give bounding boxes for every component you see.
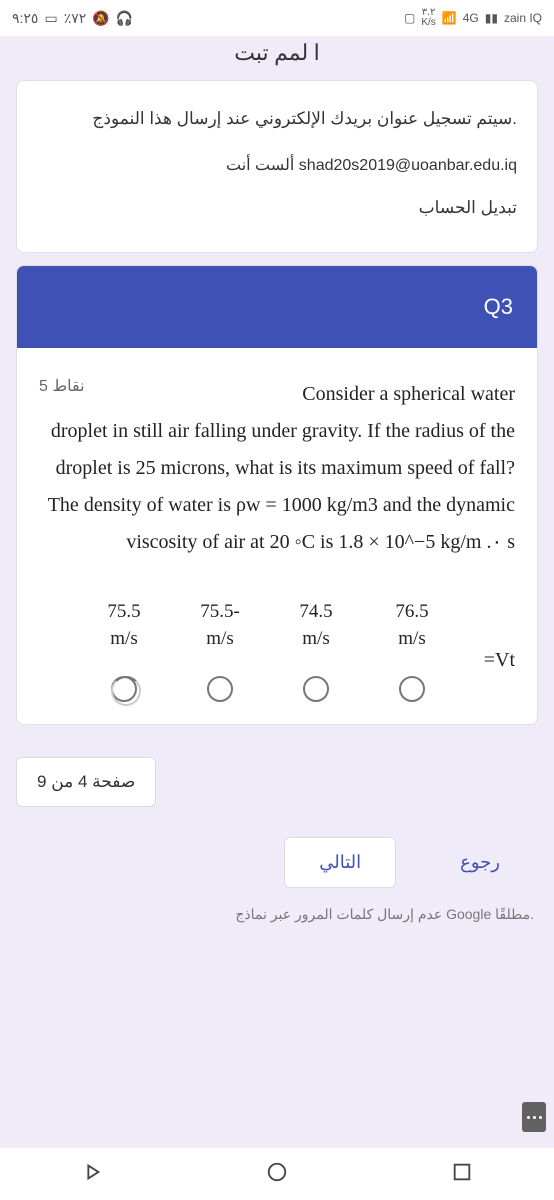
speed-unit: K/s — [421, 18, 435, 28]
option-3-value: 75.5- — [200, 599, 240, 626]
options-row: =Vt 76.5 m/s 74.5 m/s 75.5- m/s 75.5 m/s — [39, 599, 515, 702]
option-4: 75.5 m/s — [81, 599, 167, 702]
nav-home-icon[interactable] — [266, 1161, 288, 1188]
not-you-label: ألست أنت — [226, 157, 294, 174]
question-body: 5 نقاط Consider a spherical water drople… — [17, 348, 537, 724]
points-label: 5 نقاط — [39, 376, 85, 396]
question-title: Q3 — [17, 266, 537, 348]
nav-back-icon[interactable] — [81, 1161, 103, 1188]
nav-row: رجوع التالي — [0, 807, 554, 898]
carrier: zain IQ — [504, 11, 542, 25]
info-card: سيتم تسجيل عنوان بريدك الإلكتروني عند إر… — [16, 80, 538, 253]
option-4-radio[interactable] — [111, 676, 137, 702]
option-1-unit: m/s — [398, 626, 425, 653]
option-3-unit: m/s — [206, 626, 233, 653]
vibrate-pct: ٪٧٢ — [64, 10, 87, 27]
switch-account-link[interactable]: تبديل الحساب — [37, 192, 517, 224]
mute-icon: 🔕 — [92, 10, 109, 27]
option-2: 74.5 m/s — [273, 599, 359, 702]
partial-title: ا لمم تبت — [0, 36, 554, 68]
wifi-icon: 📶 — [442, 11, 457, 25]
status-right: ▢ ٣.٢ K/s 📶 4G ▮▮ zain IQ — [404, 8, 542, 28]
overflow-menu-icon[interactable] — [522, 1102, 546, 1132]
signal-bars-icon: ▮▮ — [485, 11, 498, 25]
option-1-value: 76.5 — [395, 599, 428, 626]
email-line: ألست أنت shad20s2019@uoanbar.edu.iq — [37, 151, 517, 181]
question-card: Q3 5 نقاط Consider a spherical water dro… — [16, 265, 538, 725]
headphone-icon: 🎧 — [116, 10, 133, 27]
option-2-value: 74.5 — [299, 599, 332, 626]
back-button[interactable]: رجوع — [426, 838, 534, 887]
question-text-first: Consider a spherical water — [105, 376, 515, 413]
time: ٩:٢٥ — [12, 10, 38, 27]
footer-text: عدم إرسال كلمات المرور عبر نماذج Google … — [0, 898, 554, 931]
signal-4g: 4G — [463, 11, 479, 25]
question-text-rest: droplet in still air falling under gravi… — [39, 413, 515, 561]
status-bar: ٩:٢٥ ▭ ٪٧٢ 🔕 🎧 ▢ ٣.٢ K/s 📶 4G ▮▮ zain IQ — [0, 0, 554, 36]
option-4-value: 75.5 — [107, 599, 140, 626]
option-1: 76.5 m/s — [369, 599, 455, 702]
option-1-radio[interactable] — [399, 676, 425, 702]
option-3-radio[interactable] — [207, 676, 233, 702]
status-left: ٩:٢٥ ▭ ٪٧٢ 🔕 🎧 — [12, 10, 133, 27]
option-4-unit: m/s — [110, 626, 137, 653]
option-2-radio[interactable] — [303, 676, 329, 702]
record-note: سيتم تسجيل عنوان بريدك الإلكتروني عند إر… — [37, 103, 517, 135]
android-nav-bar — [0, 1148, 554, 1200]
page-indicator: صفحة 4 من 9 — [16, 757, 156, 807]
option-3: 75.5- m/s — [177, 599, 263, 702]
option-2-unit: m/s — [302, 626, 329, 653]
camera-icon: ▢ — [404, 11, 415, 25]
battery-icon: ▭ — [44, 10, 57, 27]
next-button[interactable]: التالي — [284, 837, 396, 888]
user-email: shad20s2019@uoanbar.edu.iq — [299, 157, 517, 174]
vt-label: =Vt — [465, 599, 515, 672]
nav-recent-icon[interactable] — [451, 1161, 473, 1188]
